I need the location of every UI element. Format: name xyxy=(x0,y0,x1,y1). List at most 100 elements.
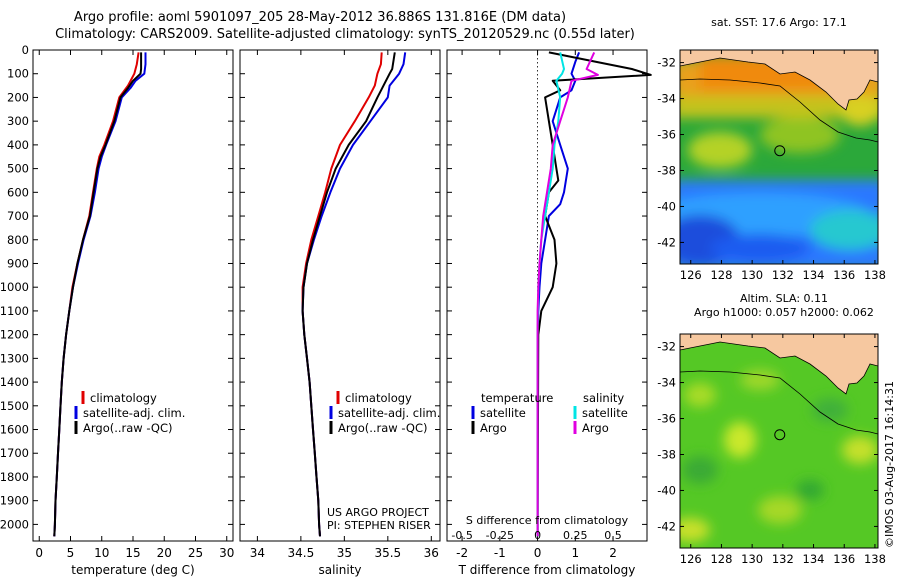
project-annotation-line1: US ARGO PROJECT xyxy=(327,506,429,519)
series-line-climatology xyxy=(301,52,383,537)
x-tick-label: -1 xyxy=(494,546,506,560)
difference-axes-frame xyxy=(446,49,648,542)
series-line-satellite-adj-clim xyxy=(301,52,407,537)
lat-tick-label: -40 xyxy=(657,199,676,213)
salinity-profiles xyxy=(301,52,407,537)
legend-label-climatology: climatology xyxy=(345,391,412,405)
legend-label-climatology: climatology xyxy=(90,391,157,405)
series-line-argo-raw-qc xyxy=(301,52,396,537)
lat-tick-label: -40 xyxy=(657,483,676,497)
x-tick-label: 2 xyxy=(609,546,617,560)
depth-tick-label: 700 xyxy=(7,209,29,223)
sla-map-frame xyxy=(679,333,879,549)
lon-tick-label: 132 xyxy=(772,552,794,566)
temperature-xlabel: temperature (deg C) xyxy=(71,563,194,577)
s-difference-tick-label: -0.25 xyxy=(486,529,514,542)
lat-tick-label: -38 xyxy=(657,163,676,177)
sst-map-title: sat. SST: 17.6 Argo: 17.1 xyxy=(711,16,847,29)
lat-tick-label: -38 xyxy=(657,447,676,461)
sst-map-frame xyxy=(679,49,879,265)
legend-group-temperature: temperature xyxy=(481,391,553,405)
lon-tick-label: 138 xyxy=(864,268,886,282)
s-difference-tick-labels: -0.5 -0.25 0 0.25 0.5 xyxy=(451,529,621,542)
x-tick-label: 1 xyxy=(571,546,579,560)
salinity-legend: climatology satellite-adj. clim. Argo(..… xyxy=(329,391,440,435)
depth-tick-label: 600 xyxy=(7,185,29,199)
float-position-marker xyxy=(774,145,786,157)
depth-tick-label: 1700 xyxy=(0,446,29,460)
depth-axis: 0 100 200 300 400 500 600 700 800 900 1000 1100 1200… xyxy=(0,43,233,531)
salinity-y-ticks xyxy=(240,49,440,525)
difference-panel: -2 -1 0 1 2 S difference from climatology -0… xyxy=(446,49,652,577)
lat-tick-label: -32 xyxy=(657,340,676,354)
sla-map-title-line2: Argo h1000: 0.057 h2000: 0.062 xyxy=(694,306,874,319)
lon-tick-label: 126 xyxy=(680,552,702,566)
s-difference-tick-label: -0.5 xyxy=(451,529,472,542)
lon-tick-label: 132 xyxy=(772,268,794,282)
legend-label-argo: Argo(..raw -QC) xyxy=(338,421,428,435)
x-tick-label: 34.5 xyxy=(288,546,315,560)
lat-tick-label: -32 xyxy=(657,56,676,70)
depth-tick-label: 400 xyxy=(7,138,29,152)
depth-tick-label: 900 xyxy=(7,256,29,270)
lon-tick-label: 138 xyxy=(864,552,886,566)
legend-label-t-satellite: satellite xyxy=(480,406,526,420)
lat-tick-label: -42 xyxy=(657,235,676,249)
lon-tick-label: 134 xyxy=(803,552,825,566)
x-tick-label: 34 xyxy=(250,546,265,560)
x-tick-label: 35 xyxy=(337,546,352,560)
x-tick-label: 36 xyxy=(424,546,439,560)
imos-timestamp: ©IMOS 03-Aug-2017 16:14:31 xyxy=(883,381,896,548)
difference-profiles xyxy=(536,51,652,537)
series-line-temperature-argo xyxy=(536,51,652,537)
depth-tick-label: 800 xyxy=(7,233,29,247)
depth-tick-label: 100 xyxy=(7,67,29,81)
legend-label-satellite: satellite-adj. clim. xyxy=(338,406,440,420)
sst-field xyxy=(680,50,878,264)
depth-tick-label: 0 xyxy=(22,43,29,57)
depth-tick-label: 1800 xyxy=(0,470,29,484)
salinity-x-axis: 34 34.5 35 35.5 36 xyxy=(250,50,439,560)
lon-tick-label: 130 xyxy=(741,552,763,566)
figure-title-line1: Argo profile: aoml 5901097_205 28-May-20… xyxy=(73,10,567,25)
x-tick-label: 10 xyxy=(94,546,109,560)
lon-tick-label: 136 xyxy=(833,552,855,566)
legend-label-argo: Argo(..raw -QC) xyxy=(83,421,173,435)
depth-tick-label: 300 xyxy=(7,114,29,128)
x-tick-label: 15 xyxy=(125,546,140,560)
salinity-xlabel: salinity xyxy=(318,563,361,577)
x-tick-label: 5 xyxy=(67,546,75,560)
depth-tick-label: 1900 xyxy=(0,494,29,508)
temperature-profiles xyxy=(53,52,147,537)
land-mass xyxy=(680,334,878,395)
lon-tick-label: 126 xyxy=(680,268,702,282)
legend-label-s-argo: Argo xyxy=(582,421,609,435)
sst-map: sat. SST: 17.6 Argo: 17.1 126 128 130 132 1 xyxy=(657,16,886,282)
legend-label-satellite: satellite-adj. clim. xyxy=(83,406,185,420)
depth-tick-label: 200 xyxy=(7,90,29,104)
legend-label-t-argo: Argo xyxy=(480,421,507,435)
lat-tick-label: -42 xyxy=(657,519,676,533)
salinity-panel: 34 34.5 35 35.5 36 salinity climatology sate… xyxy=(239,49,441,577)
depth-tick-label: 500 xyxy=(7,162,29,176)
shelf-contour xyxy=(680,370,878,435)
temperature-legend: climatology satellite-adj. clim. Argo(..… xyxy=(74,391,185,435)
float-position-marker xyxy=(774,429,786,441)
sla-map-title-line1: Altim. SLA: 0.11 xyxy=(740,292,828,305)
legend-group-salinity: salinity xyxy=(583,391,624,405)
lat-tick-label: -34 xyxy=(657,376,676,390)
depth-tick-label: 2000 xyxy=(0,517,29,531)
x-tick-label: 0 xyxy=(534,546,542,560)
x-tick-label: 20 xyxy=(157,546,172,560)
s-difference-tick-label: 0 xyxy=(534,529,541,542)
depth-tick-label: 1400 xyxy=(0,375,29,389)
depth-tick-label: 1100 xyxy=(0,304,29,318)
lat-tick-label: -36 xyxy=(657,128,676,142)
temperature-x-axis: 0 5 10 15 20 25 30 xyxy=(35,50,234,560)
difference-x-axis: -2 -1 0 1 2 xyxy=(456,50,617,560)
series-line-argo-raw-qc xyxy=(53,52,143,537)
sst-map-axes: 126 128 130 132 134 136 138 -32 -34 -36 -38 -40 -42 xyxy=(657,50,886,282)
difference-legend: temperature salinity satellite Argo sate… xyxy=(471,391,628,435)
lat-tick-label: -34 xyxy=(657,92,676,106)
land-mass xyxy=(680,50,878,111)
